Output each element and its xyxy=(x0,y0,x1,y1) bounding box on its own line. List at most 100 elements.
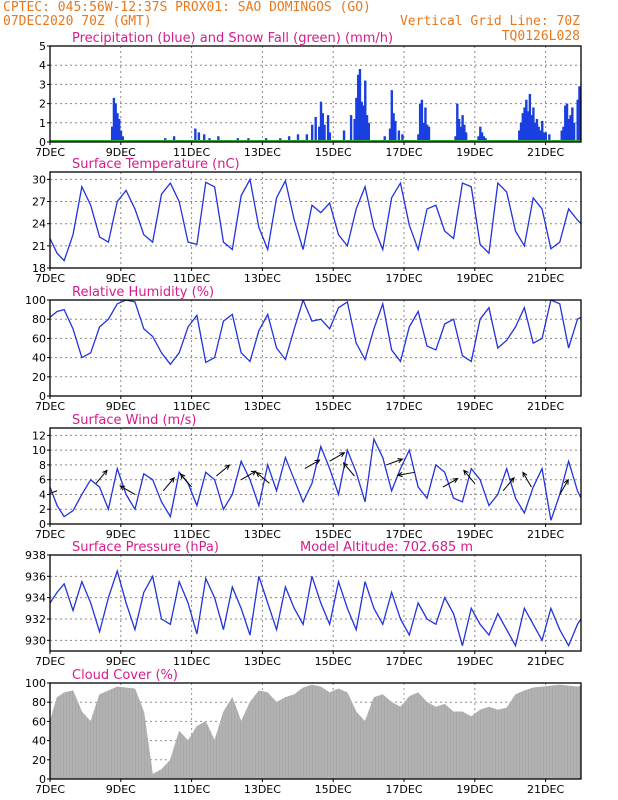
humidity-xtick-label: 11DEC xyxy=(173,400,210,413)
precip-bar xyxy=(367,122,370,142)
temperature-xtick-label: 17DEC xyxy=(385,272,422,285)
wind-arrow-shaft xyxy=(256,472,270,484)
pressure-data xyxy=(50,568,581,648)
pressure-xtick-label: 13DEC xyxy=(244,655,281,668)
wind-arrow-head xyxy=(522,471,528,478)
precip-bar xyxy=(390,90,394,142)
humidity-title: Relative Humidity (%) xyxy=(72,285,214,300)
precipitation-xtick-label: 9DEC xyxy=(106,146,136,159)
wind-arrow-shaft xyxy=(386,458,403,466)
precip-bar xyxy=(569,115,572,142)
humidity-ytick-label: 60 xyxy=(32,332,46,345)
precip-bar xyxy=(564,105,567,142)
precip-bar xyxy=(427,126,431,142)
precip-bar xyxy=(397,130,401,142)
temperature-xtick-label: 13DEC xyxy=(244,272,281,285)
humidity-panel: 0 20 40 60 80 100 7DEC 9DEC 11DEC 13DEC 15DEC 17DEC… xyxy=(25,285,582,413)
wind-arrow-head xyxy=(397,458,404,464)
precip-bar xyxy=(565,103,569,142)
temperature-xtick-label: 11DEC xyxy=(173,272,210,285)
precip-bar xyxy=(422,122,425,142)
precip-bar xyxy=(217,136,220,142)
wind-arrow-shaft xyxy=(522,472,532,488)
precipitation-ytick-label: 2 xyxy=(39,98,46,111)
cloud-cover-ytick-label: 40 xyxy=(32,735,46,748)
humidity-xtick-label: 21DEC xyxy=(527,400,564,413)
wind-arrow-shaft xyxy=(559,479,569,495)
wind-xtick-label: 11DEC xyxy=(173,528,210,541)
wind-arrow-shaft xyxy=(463,470,476,484)
cloud-cover-panel: 0 20 40 60 80 100 7DEC 9DEC 11DEC 13DEC 15DEC 17DEC… xyxy=(25,668,582,796)
precip-bar xyxy=(342,130,346,142)
precipitation-frame xyxy=(49,45,582,143)
precip-bar xyxy=(459,126,463,142)
cloud-cover-title: Cloud Cover (%) xyxy=(72,668,178,683)
pressure-xtick-label: 19DEC xyxy=(456,655,493,668)
precip-bar xyxy=(519,122,523,142)
wind-arrow-head xyxy=(169,476,175,483)
precip-bar xyxy=(544,132,547,142)
cloud-cover-data xyxy=(50,683,581,779)
precipitation-xtick-label: 7DEC xyxy=(35,146,65,159)
header-code: TQ0126L028 xyxy=(502,29,580,44)
precip-bar xyxy=(530,115,533,142)
temperature-ytick-label: 30 xyxy=(32,173,46,186)
pressure-ytick-label: 936 xyxy=(25,570,46,583)
meteogram-header: CPTEC: 045:56W-12:37S PROX01: SAO DOMING… xyxy=(3,0,580,44)
precip-bar xyxy=(477,136,480,142)
precipitation-xtick-label: 21DEC xyxy=(527,146,564,159)
wind-ytick-label: 0 xyxy=(39,518,46,531)
wind-arrow-shaft xyxy=(119,485,136,495)
humidity-ytick-label: 20 xyxy=(32,371,46,384)
temperature-panel: 18 21 24 27 30 7DEC 9DEC 11DEC 13DEC 15DEC 17DEC 19… xyxy=(32,157,582,285)
humidity-ytick-label: 40 xyxy=(32,352,46,365)
humidity-xtick-label: 13DEC xyxy=(244,400,281,413)
precip-bar xyxy=(537,126,540,142)
precip-bar xyxy=(362,105,365,142)
precip-bar xyxy=(461,115,464,142)
wind-panel: 0 2 46 8 10 12 7DEC 9DEC 11DEC 13DEC 15DEC 17DEC 19D… xyxy=(32,413,582,541)
pressure-ytick-label: 934 xyxy=(25,592,46,605)
precip-bar xyxy=(121,136,124,142)
precip-bar xyxy=(365,115,369,142)
temperature-series-line xyxy=(50,177,581,262)
temperature-ytick-label: 24 xyxy=(32,218,46,231)
precip-bar xyxy=(548,134,551,142)
pressure-xtick-label: 11DEC xyxy=(173,655,210,668)
precip-bar xyxy=(326,115,330,142)
cloud-cover-frame xyxy=(49,682,582,780)
pressure-ytick-label: 938 xyxy=(25,549,46,562)
wind-ytick-label: 10 xyxy=(32,444,46,457)
cloud-cover-ytick-label: 0 xyxy=(39,773,46,786)
temperature-ytick-label: 21 xyxy=(32,240,46,253)
header-location: CPTEC: 045:56W-12:37S PROX01: SAO DOMING… xyxy=(3,0,371,15)
wind-ytick-label: 12 xyxy=(32,429,46,442)
precip-bar xyxy=(355,97,358,142)
precip-bar xyxy=(172,136,176,142)
precip-bar xyxy=(480,132,484,142)
precip-bar xyxy=(539,130,542,142)
precip-bar xyxy=(532,107,535,142)
precipitation-xtick-label: 15DEC xyxy=(315,146,352,159)
precipitation-ytick-label: 1 xyxy=(39,117,46,130)
wind-arrow-head xyxy=(102,469,108,476)
temperature-xtick-label: 21DEC xyxy=(527,272,564,285)
precip-bar xyxy=(542,132,546,142)
precip-bar xyxy=(296,134,300,142)
wind-arrow-head xyxy=(339,452,346,458)
precip-bar xyxy=(464,132,468,142)
precip-bar xyxy=(535,118,539,142)
humidity-xtick-label: 19DEC xyxy=(456,400,493,413)
header-date: 07DEC2020 70Z (GMT) xyxy=(3,14,152,29)
precip-bar xyxy=(394,120,397,142)
precip-bar xyxy=(418,103,422,142)
wind-arrow-shaft xyxy=(502,477,515,492)
wind-arrow-shaft xyxy=(397,471,415,476)
cloud-cover-ytick-label: 20 xyxy=(32,754,46,767)
wind-title: Surface Wind (m/s) xyxy=(72,413,196,428)
pressure-xtick-label: 15DEC xyxy=(315,655,352,668)
precip-bar xyxy=(454,136,457,142)
pressure-xtick-label: 7DEC xyxy=(35,655,65,668)
temperature-xtick-label: 7DEC xyxy=(35,272,65,285)
